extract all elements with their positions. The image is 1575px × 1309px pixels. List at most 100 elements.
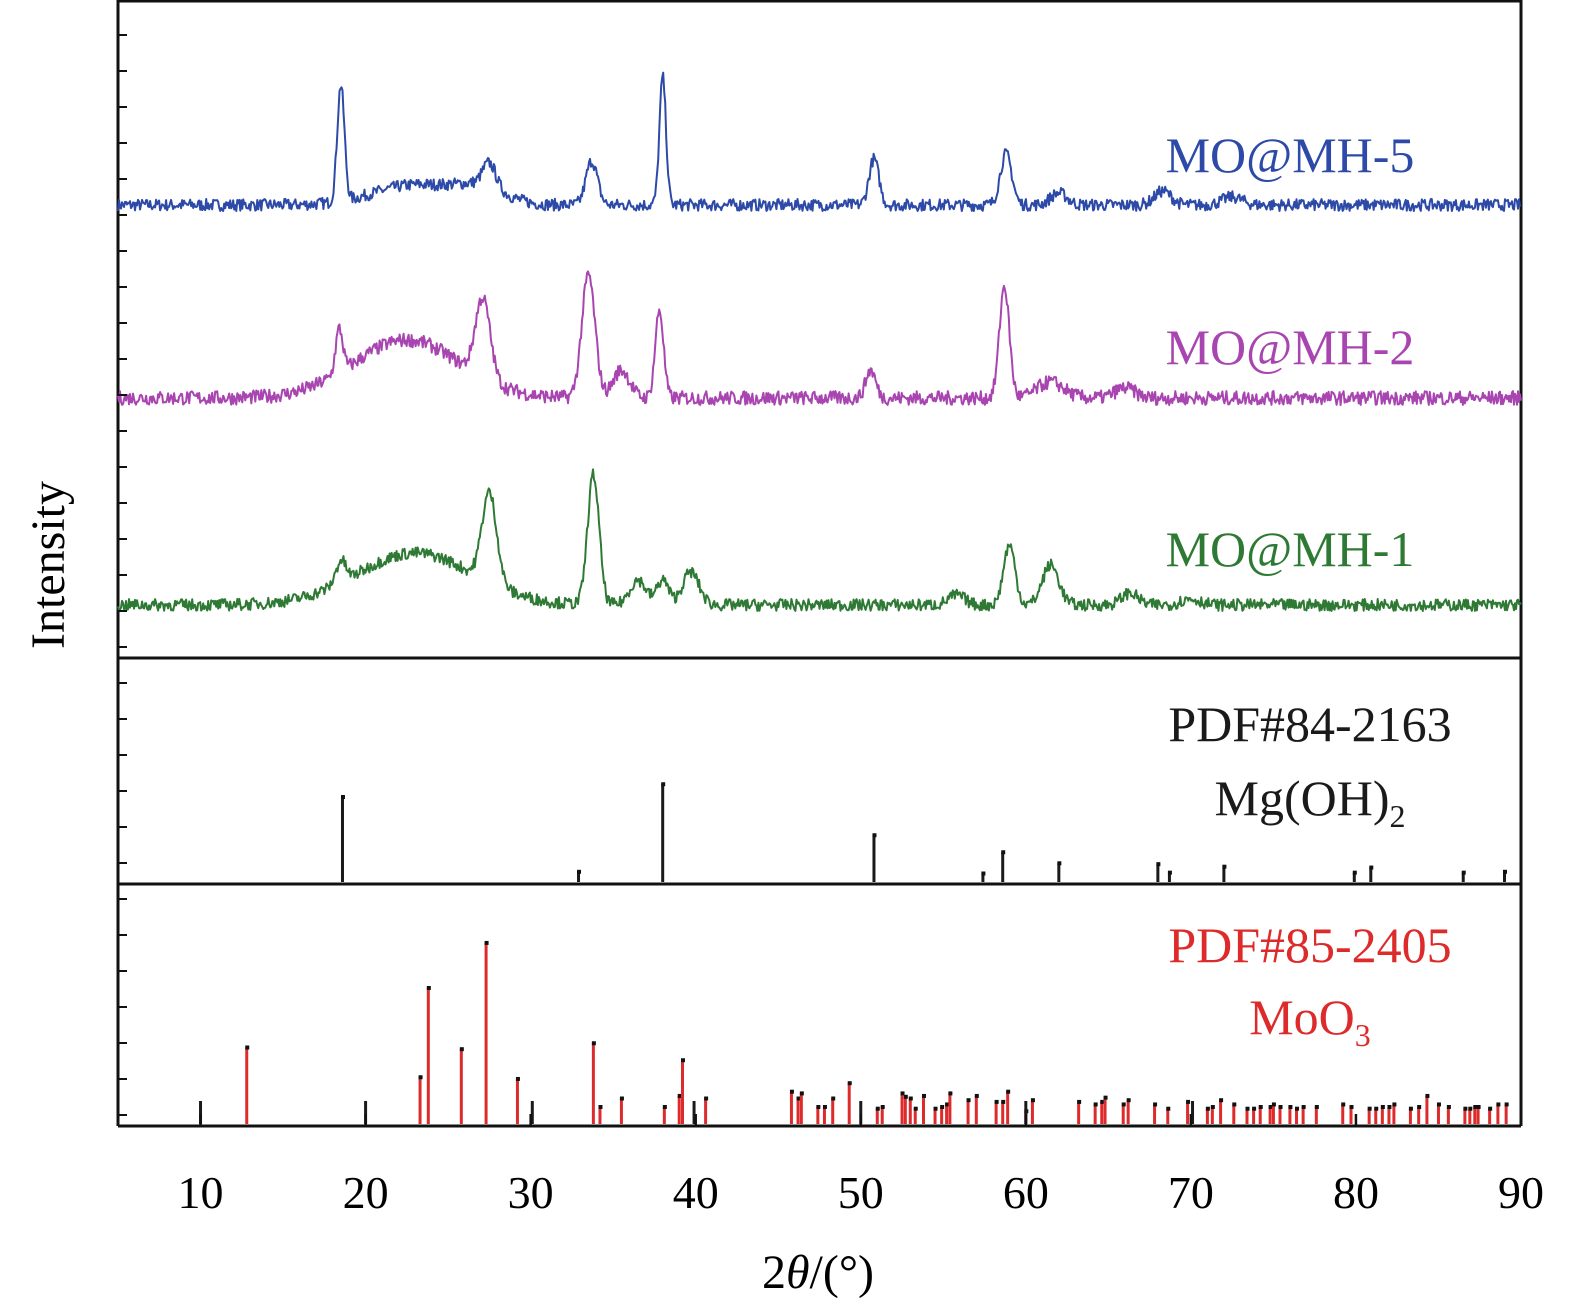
reference-stick-cap (1156, 862, 1161, 867)
reference-stick-cap (1222, 864, 1227, 869)
reference-stick-cap (1502, 869, 1507, 874)
reference-stick-cap (1001, 1099, 1006, 1104)
reference-stick-cap (933, 1106, 938, 1111)
reference-stick-cap (1436, 1102, 1441, 1107)
reference-stick-cap (880, 1105, 885, 1109)
reference-lines (199, 782, 1509, 1124)
x-tick-label: 40 (673, 1167, 719, 1218)
reference-stick-cap (459, 1047, 464, 1052)
reference-stick-cap (1352, 870, 1357, 875)
reference-stick-cap (1301, 1105, 1306, 1109)
reference-stick-cap (1186, 1099, 1191, 1104)
reference-stick-cap (1103, 1095, 1108, 1100)
x-tick-label: 90 (1498, 1167, 1544, 1218)
x-axis-label: 2θ/(°) (762, 1246, 874, 1299)
reference-stick-cap (1461, 870, 1466, 875)
reference-stick-cap (515, 1076, 520, 1081)
reference-stick-cap (598, 1105, 603, 1109)
reference-stick-cap (591, 1041, 596, 1046)
reference-stick-cap (900, 1091, 905, 1096)
reference-stick-cap (966, 1098, 971, 1103)
reference-stick-cap (1446, 1105, 1451, 1109)
reference-stick-cap (816, 1105, 821, 1109)
reference-stick-cap (1121, 1102, 1126, 1107)
x-tick-label: 20 (343, 1167, 389, 1218)
reference-stick-cap (245, 1045, 250, 1050)
reference-stick-cap (340, 795, 345, 799)
reference-stick-cap (1488, 1106, 1493, 1111)
reference-stick-cap (1268, 1105, 1273, 1109)
reference-stick-cap (799, 1091, 804, 1096)
reference-stick-cap (1167, 870, 1172, 875)
reference-stick-cap (1210, 1105, 1215, 1109)
reference-stick-cap (1232, 1102, 1237, 1107)
x-tick-label: 10 (178, 1167, 224, 1218)
reference-stick-cap (921, 1093, 926, 1098)
reference-stick-cap (1392, 1102, 1397, 1107)
series-label-mo-mh-2: MO@MH-2 (1166, 319, 1415, 375)
reference-stick-cap (1205, 1106, 1210, 1111)
xrd-patterns (117, 71, 1522, 612)
reference-stick-cap (1417, 1105, 1422, 1109)
reference-stick-cap (418, 1075, 423, 1080)
reference-stick-cap (1219, 1098, 1224, 1103)
reference-formula-moo3: MoO3 (1249, 989, 1371, 1053)
plot-frame (116, 0, 1523, 1128)
reference-label-pdf-84-2163: PDF#84-2163 (1168, 696, 1451, 752)
reference-stick-cap (1425, 1093, 1430, 1098)
reference-stick-cap (796, 1096, 801, 1101)
reference-stick-cap (681, 1058, 686, 1063)
reference-stick-cap (677, 1093, 682, 1098)
reference-stick-cap (1295, 1106, 1300, 1111)
reference-stick-cap (1288, 1105, 1293, 1109)
reference-stick-cap (484, 940, 489, 945)
reference-formula-mg-oh-2: Mg(OH)2 (1215, 770, 1406, 834)
reference-stick-cap (662, 1105, 667, 1109)
reference-stick-cap (1496, 1102, 1501, 1107)
reference-stick-cap (994, 1099, 999, 1104)
reference-stick-cap (1369, 865, 1374, 870)
reference-stick-cap (1367, 1106, 1372, 1111)
reference-stick-cap (1077, 1099, 1082, 1104)
reference-stick-cap (577, 869, 582, 874)
reference-stick-cap (1001, 850, 1006, 855)
reference-stick-cap (948, 1091, 953, 1096)
reference-stick-cap (1252, 1106, 1257, 1111)
x-tick-label: 80 (1333, 1167, 1379, 1218)
reference-stick-cap (1468, 1106, 1473, 1111)
reference-label-pdf-85-2405: PDF#85-2405 (1168, 917, 1451, 973)
reference-stick-cap (1245, 1106, 1250, 1111)
reference-stick-cap (1278, 1105, 1283, 1109)
reference-stick-cap (940, 1105, 945, 1109)
y-axis-label: Intensity (22, 481, 75, 649)
reference-stick-cap (875, 1106, 880, 1111)
reference-stick-cap (1476, 1105, 1481, 1109)
reference-stick-cap (1057, 861, 1062, 866)
reference-stick-cap (619, 1096, 624, 1101)
reference-stick-cap (1166, 1106, 1171, 1111)
reference-stick-cap (981, 871, 986, 876)
reference-stick-cap (1349, 1105, 1354, 1109)
reference-stick-cap (1473, 1105, 1478, 1109)
x-tick-label: 30 (508, 1167, 554, 1218)
reference-stick-cap (908, 1096, 913, 1101)
reference-stick-cap (1504, 1102, 1509, 1107)
reference-stick-cap (1258, 1105, 1263, 1109)
reference-stick-cap (704, 1096, 709, 1101)
reference-stick-cap (1153, 1102, 1158, 1107)
reference-stick-cap (913, 1106, 918, 1111)
reference-stick-cap (1093, 1102, 1098, 1107)
reference-stick-cap (945, 1102, 950, 1107)
x-tick-label: 50 (838, 1167, 884, 1218)
reference-stick-cap (1100, 1099, 1105, 1104)
reference-stick-cap (831, 1096, 836, 1101)
pattern-line-mo-mh-5 (117, 71, 1522, 212)
reference-stick-cap (1271, 1102, 1276, 1107)
reference-stick-cap (1126, 1098, 1131, 1103)
reference-stick-cap (1380, 1105, 1385, 1109)
reference-stick-cap (1387, 1105, 1392, 1109)
reference-stick-cap (872, 833, 877, 838)
reference-stick-cap (847, 1081, 852, 1086)
axis-ticks: 10 20 30 40 50 60 70 80 90 (118, 34, 1544, 1218)
series-label-mo-mh-5: MO@MH-5 (1166, 127, 1415, 183)
